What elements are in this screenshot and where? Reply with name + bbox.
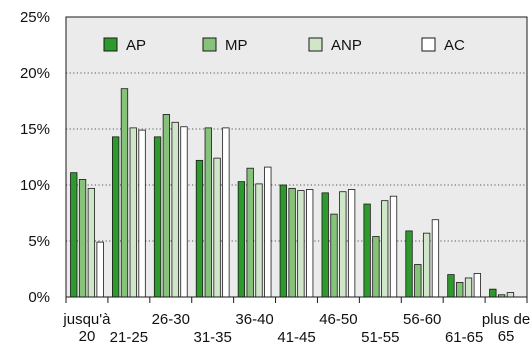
bar-ap-0: [70, 172, 78, 298]
x-tick-label: 46-50: [319, 311, 357, 328]
bar-mp-3: [204, 127, 212, 298]
bar-ac-6: [347, 189, 356, 298]
bar-anp-3: [213, 157, 221, 298]
bar-mp-9: [456, 282, 464, 298]
legend-swatch-ac: [421, 37, 436, 52]
legend-label-anp: ANP: [331, 37, 362, 54]
bar-mp-5: [288, 187, 296, 298]
bar-ac-8: [431, 219, 440, 298]
y-tick-label: 5%: [28, 233, 50, 250]
bar-ap-4: [237, 181, 246, 298]
bar-ap-7: [363, 203, 371, 298]
x-tick-label: 56-60: [403, 311, 441, 328]
bar-ac-2: [180, 126, 188, 298]
bar-ac-3: [222, 127, 230, 298]
y-tick-label: 0%: [28, 289, 50, 306]
bar-anp-10: [506, 292, 515, 298]
bar-anp-4: [255, 183, 263, 298]
bar-ac-0: [96, 241, 104, 298]
x-tick-label: 36-40: [235, 311, 273, 328]
legend-swatch-ap: [103, 37, 118, 52]
y-tick-label: 25%: [20, 9, 50, 26]
bar-ac-5: [306, 189, 314, 298]
bar-mp-0: [78, 178, 87, 298]
bar-anp-7: [381, 200, 389, 298]
bar-ac-4: [264, 166, 272, 298]
bar-ap-8: [405, 230, 413, 298]
bar-anp-1: [129, 127, 137, 298]
bar-mp-6: [330, 213, 338, 298]
x-tick-label: 26-30: [152, 311, 190, 328]
x-tick-label: 31-35: [193, 329, 231, 345]
bar-ap-3: [195, 159, 204, 298]
y-tick-label: 10%: [20, 177, 50, 194]
bar-ap-1: [112, 136, 120, 298]
bar-anp-2: [171, 121, 179, 298]
bar-ap-9: [447, 274, 455, 298]
bar-anp-6: [339, 191, 347, 298]
bars: [70, 88, 515, 298]
bar-ap-6: [321, 192, 329, 298]
x-tick-label: 51-55: [361, 329, 399, 345]
x-tick-labels: jusqu'à20 21-2526-3031-3536-4041-4546-505…: [62, 311, 530, 345]
x-tick-label: 61-65: [445, 329, 483, 345]
axes: [65, 16, 528, 303]
legend-swatch-mp: [202, 37, 217, 52]
bar-ap-10: [489, 288, 497, 298]
bar-anp-5: [297, 190, 305, 298]
x-tick-label: 41-45: [277, 329, 315, 345]
bar-anp-0: [87, 187, 96, 298]
bar-mp-7: [372, 236, 380, 298]
bar-ac-1: [138, 129, 146, 298]
bar-ap-2: [153, 136, 162, 298]
bar-anp-8: [422, 232, 431, 298]
bar-mp-8: [414, 264, 422, 298]
legend: AP MP ANP AC: [103, 37, 465, 54]
legend-label-ac: AC: [444, 37, 465, 54]
x-tick-label: 21-25: [110, 329, 148, 345]
legend-label-ap: AP: [126, 37, 146, 54]
x-tick-label: 65: [498, 328, 515, 345]
bar-ac-9: [473, 273, 481, 298]
gridlines: [66, 72, 527, 242]
bar-ap-5: [279, 184, 287, 298]
bar-anp-9: [464, 277, 473, 298]
y-tick-label: 20%: [20, 65, 50, 82]
x-tick-label: 20: [79, 328, 96, 345]
legend-label-mp: MP: [225, 37, 248, 54]
bar-mp-2: [162, 114, 171, 298]
y-tick-label: 15%: [20, 121, 50, 138]
x-tick-label: plus de: [482, 311, 530, 328]
bar-mp-4: [246, 167, 254, 298]
bar-ac-7: [389, 195, 398, 298]
legend-swatch-anp: [308, 37, 323, 52]
bar-mp-1: [120, 88, 129, 298]
y-tick-labels: 0% 5% 10% 15% 20% 25%: [20, 9, 50, 306]
plot-frame: [65, 16, 528, 298]
x-tick-label: jusqu'à: [62, 311, 111, 328]
